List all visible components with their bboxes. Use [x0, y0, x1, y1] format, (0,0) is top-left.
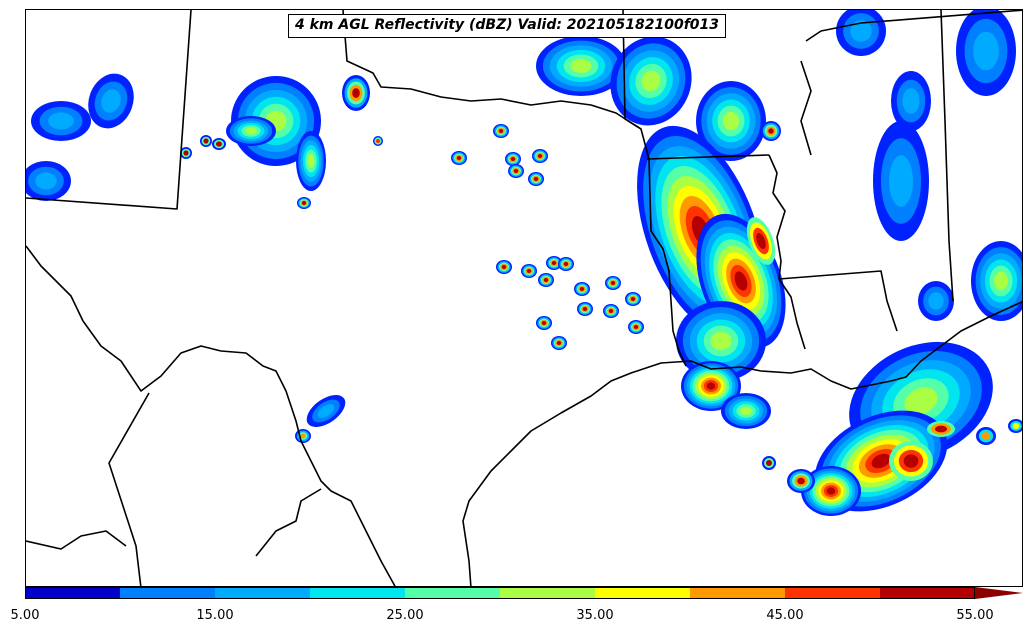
reflectivity-contour [768, 128, 774, 134]
reflectivity-contour [610, 281, 616, 285]
colorbar-extend-arrow [975, 587, 1023, 599]
mississippi-river [768, 154, 806, 350]
reflectivity-contour [501, 265, 507, 269]
reflectivity-contour [563, 262, 569, 266]
reflectivity-contour [740, 406, 752, 416]
reflectivity-contour [889, 155, 913, 207]
colorbar-segment [500, 587, 596, 599]
reflectivity-contour [935, 425, 947, 433]
reflectivity-contour [904, 387, 938, 415]
reflectivity-contour [994, 271, 1008, 291]
reflectivity-contour [541, 321, 547, 325]
reflectivity-contour [302, 201, 306, 205]
reflectivity-contour [826, 487, 836, 495]
reflectivity-contour [352, 88, 360, 98]
reflectivity-contour [633, 325, 639, 329]
state-border-ms-al [940, 10, 954, 302]
reflectivity-contour [973, 31, 999, 71]
colorbar-segment [25, 587, 121, 599]
colorbar-segments [25, 587, 1023, 599]
reflectivity-contour [902, 88, 920, 114]
reflectivity-contour [101, 89, 121, 113]
reflectivity-contour [722, 111, 740, 131]
state-border-la-ms [778, 270, 898, 332]
colorbar-segment [880, 587, 976, 599]
mexico-state-line-2 [26, 530, 127, 550]
reflectivity-field [26, 10, 1022, 516]
mexico-state-line-3 [255, 488, 322, 557]
reflectivity-contour [706, 382, 716, 390]
reflectivity-contour [556, 341, 562, 345]
reflectivity-contour [510, 157, 516, 161]
colorbar-segment [405, 587, 501, 599]
reflectivity-contour [317, 404, 335, 418]
reflectivity-contour [300, 433, 306, 439]
reflectivity-contour [216, 141, 222, 147]
state-border-ms-north [800, 60, 812, 156]
reflectivity-contour [871, 453, 891, 469]
reflectivity-contour [928, 292, 944, 310]
us-mexico-border [26, 245, 396, 586]
reflectivity-contour [456, 156, 462, 160]
state-border-west [26, 10, 192, 210]
colorbar-tick-label: 15.00 [196, 608, 234, 623]
colorbar-outline [25, 587, 975, 599]
reflectivity-contour [570, 59, 592, 73]
political-borders [26, 10, 1022, 586]
reflectivity-map [26, 10, 1022, 586]
colorbar-segment [215, 587, 311, 599]
state-border-ar-la [646, 154, 770, 160]
mexico-state-line-1 [108, 392, 150, 586]
map-panel [25, 9, 1023, 587]
reflectivity-contour [734, 271, 748, 291]
state-border-ne [805, 10, 1022, 42]
reflectivity-contour [710, 331, 732, 351]
state-border-tx-la [648, 158, 687, 367]
reflectivity-contour [582, 307, 588, 311]
colorbar-segment [595, 587, 691, 599]
reflectivity-contour [526, 269, 532, 273]
reflectivity-contour [766, 460, 772, 466]
reflectivity-contour [533, 177, 539, 181]
reflectivity-contour [245, 127, 257, 135]
reflectivity-contour [513, 169, 519, 173]
reflectivity-contour [850, 20, 872, 42]
reflectivity-contour [641, 70, 661, 92]
state-border-red-river [342, 10, 642, 130]
colorbar-segment [690, 587, 786, 599]
colorbar-tick-label: 55.00 [956, 608, 994, 623]
colorbar [25, 587, 1023, 599]
state-border-ok-ar [622, 10, 650, 160]
reflectivity-contour [307, 154, 315, 168]
reflectivity-contour [498, 129, 504, 133]
reflectivity-contour [537, 154, 543, 158]
colorbar-tick-label: 35.00 [576, 608, 614, 623]
reflectivity-contour [375, 138, 381, 144]
reflectivity-contour [981, 432, 991, 440]
reflectivity-contour [543, 278, 549, 282]
colorbar-tick-label: 25.00 [386, 608, 424, 623]
reflectivity-contour [48, 112, 74, 130]
colorbar-tick-label: 5.00 [10, 608, 40, 623]
reflectivity-contour [551, 261, 557, 265]
gulf-coastline [462, 301, 1022, 586]
reflectivity-contour [183, 150, 189, 156]
colorbar-segment [785, 587, 881, 599]
map-title: 4 km AGL Reflectivity (dBZ) Valid: 20210… [288, 14, 727, 38]
colorbar-tick-label: 45.00 [766, 608, 804, 623]
reflectivity-contour [608, 309, 614, 313]
reflectivity-contour [1012, 423, 1020, 429]
reflectivity-contour [630, 297, 636, 301]
reflectivity-contour [35, 172, 57, 190]
colorbar-segment [310, 587, 406, 599]
reflectivity-contour [756, 233, 766, 249]
reflectivity-contour [797, 477, 805, 485]
reflectivity-contour [903, 454, 919, 468]
colorbar-segment [120, 587, 216, 599]
reflectivity-contour [203, 138, 209, 144]
reflectivity-contour [579, 287, 585, 291]
